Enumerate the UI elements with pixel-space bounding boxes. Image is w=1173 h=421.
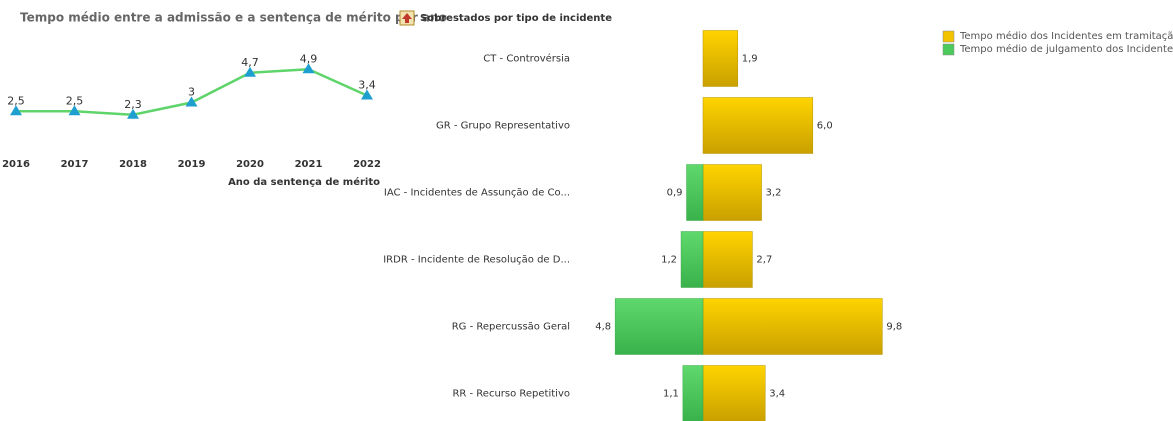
- marker: [361, 89, 373, 100]
- marker: [302, 63, 315, 74]
- marker: [185, 96, 198, 107]
- data-label: 4,9: [300, 52, 318, 65]
- bar: [614, 298, 704, 355]
- marker: [10, 105, 22, 116]
- x-axis-label: Ano da sentença de mérito: [228, 176, 380, 188]
- x-tick-label: 2017: [61, 159, 89, 170]
- marker: [244, 66, 256, 77]
- data-label: 1,1: [663, 389, 679, 400]
- bar: [702, 30, 739, 87]
- category-label: RR - Recurso Repetitivo: [452, 389, 570, 400]
- bar: [686, 164, 704, 221]
- legend-swatch: [942, 30, 955, 43]
- data-label: 3: [188, 86, 195, 99]
- data-label: 4,8: [595, 322, 611, 333]
- marker: [127, 108, 139, 119]
- bar: [680, 231, 704, 288]
- data-label: 2,5: [7, 94, 25, 107]
- x-tick-label: 2019: [178, 159, 206, 170]
- data-label: 3,4: [358, 79, 376, 92]
- category-label: CT - Controvérsia: [483, 53, 570, 65]
- category-label: IRDR - Incidente de Resolução de D...: [383, 255, 570, 266]
- bar: [702, 231, 753, 288]
- data-label: 1,9: [742, 54, 758, 65]
- data-label: 9,8: [886, 322, 902, 333]
- data-label: 2,7: [756, 255, 772, 266]
- data-label: 0,9: [667, 188, 683, 199]
- x-tick-label: 2020: [236, 159, 264, 170]
- legend-label: Tempo médio de julgamento dos Incidentes: [959, 43, 1173, 55]
- legend-label: Tempo médio dos Incidentes em tramitação: [959, 30, 1173, 42]
- bar: [702, 164, 762, 221]
- data-label: 2,3: [124, 98, 142, 111]
- icon: [399, 10, 415, 26]
- bar: [702, 97, 814, 154]
- category-label: RG - Repercussão Geral: [452, 322, 570, 333]
- x-tick-label: 2021: [295, 159, 323, 170]
- bar: [682, 365, 704, 421]
- x-tick-label: 2018: [119, 159, 147, 170]
- category-label: IAC - Incidentes de Assunção de Co...: [384, 188, 570, 199]
- x-tick-label: 2016: [2, 159, 30, 170]
- data-label: 2,5: [66, 94, 84, 107]
- category-label: GR - Grupo Representativo: [436, 121, 570, 132]
- line-title: Tempo médio entre a admissão e a sentenç…: [20, 11, 447, 25]
- bar: [702, 298, 883, 355]
- data-label: 6,0: [817, 121, 833, 132]
- data-label: 3,2: [766, 188, 782, 199]
- bar: [702, 365, 766, 421]
- data-label: 4,7: [241, 56, 259, 69]
- legend-swatch: [942, 43, 955, 56]
- marker: [68, 105, 81, 116]
- data-label: 3,4: [769, 389, 785, 400]
- bar-title: Sobrestados por tipo de incidente: [420, 13, 612, 24]
- data-label: 1,2: [661, 255, 677, 266]
- x-tick-label: 2022: [353, 159, 381, 170]
